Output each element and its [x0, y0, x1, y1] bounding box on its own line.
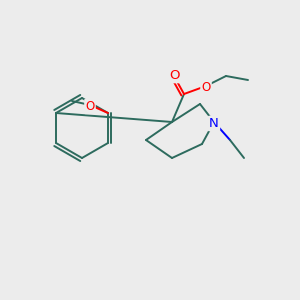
Text: O: O [169, 69, 179, 82]
Text: N: N [209, 117, 219, 130]
Text: O: O [201, 81, 211, 94]
Text: O: O [85, 100, 94, 113]
